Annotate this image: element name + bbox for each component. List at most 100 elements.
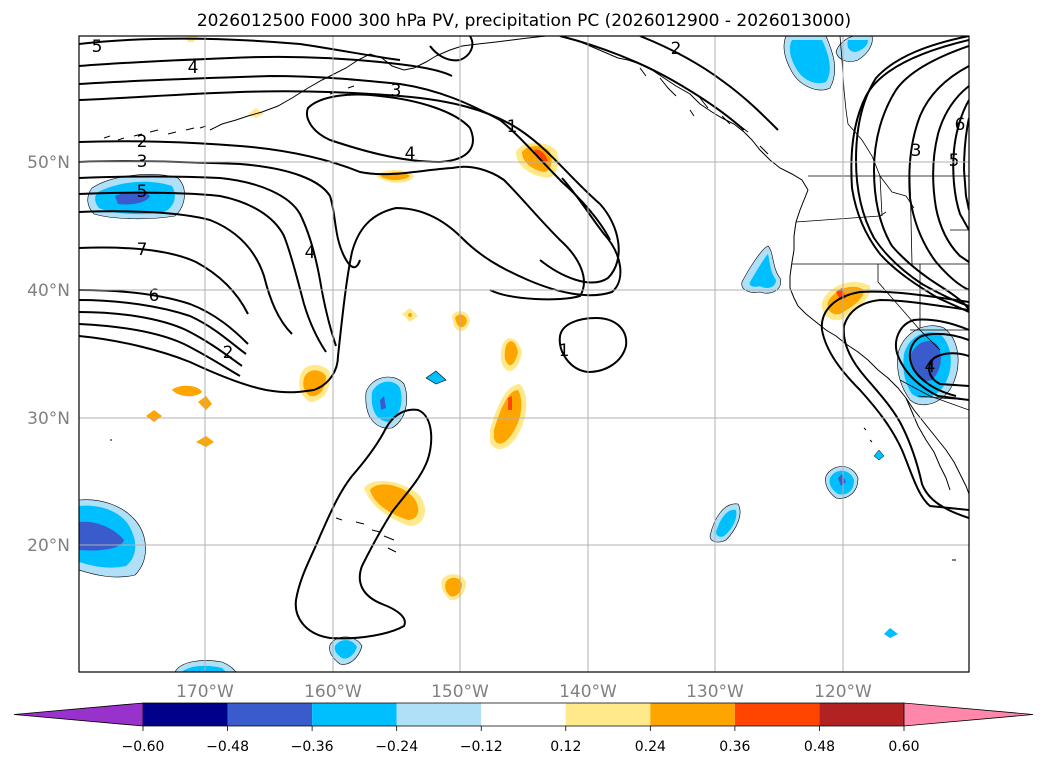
precip-blob-156w-31n-core <box>371 381 402 422</box>
contour-label-1-loop: 1 <box>559 341 570 361</box>
colorbar-tick-label: −0.12 <box>460 739 503 755</box>
precip-dot-152w-38n <box>408 313 412 317</box>
precip-blob-152w-33n <box>425 370 447 385</box>
precip-blob-150w-17n-core <box>445 577 462 597</box>
border-alaska-canada <box>839 36 849 125</box>
contour-label-2-west: 2 <box>137 132 148 152</box>
pv-contour-1-loop <box>558 316 628 374</box>
colorbar-tick-label: 0.60 <box>888 739 919 755</box>
pv-contour-6b <box>79 289 249 345</box>
pv-contours <box>79 36 969 640</box>
precip-blob-114w-34n-center <box>910 341 941 381</box>
pv-contour-2-upper <box>79 90 620 284</box>
pv-contour-top-arc <box>79 37 401 61</box>
precip-streak-146w-30n-core <box>494 390 522 444</box>
contour-label-2-north: 2 <box>671 39 682 59</box>
pv-contour-pacific-nw-1 <box>559 36 745 131</box>
precip-blob-120w-25n-center <box>838 474 846 486</box>
pv-contour-3-upper <box>79 74 611 241</box>
precip-blob-144w-50n-core <box>522 146 552 172</box>
contour-label-5-west: 5 <box>137 182 148 202</box>
longitude-labels: 170°W 160°W 150°W 140°W 130°W 120°W <box>176 682 872 702</box>
map-background <box>79 36 969 672</box>
colorbar-extend-under <box>13 702 144 727</box>
contour-label-3-north: 3 <box>391 81 402 101</box>
pv-contour-4-upper <box>79 55 453 77</box>
pv-contour-southeast-3 <box>928 352 969 387</box>
precip-blob-118w-58n-core <box>847 40 868 52</box>
map-frame <box>78 35 970 673</box>
precip-blob-west-47n-center <box>115 191 150 205</box>
colorbar-bin <box>481 703 566 726</box>
precip-blob-129w-22n-core <box>716 509 737 537</box>
colorbar-bin <box>734 703 820 726</box>
pv-contour-labels: 5 4 3 2 3 4 1 2 5 7 6 4 2 1 3 5 6 4 <box>92 37 966 377</box>
pv-contour-southeast-4 <box>842 298 969 519</box>
pv-contour-2b <box>79 177 622 394</box>
precip-blob-121w-57n-core <box>789 40 830 84</box>
precip-blob-175w-30n <box>146 410 162 422</box>
coast-baja-california <box>905 397 951 491</box>
lat-label-50n: 50°N <box>27 153 70 173</box>
contour-label-4-southeast: 4 <box>925 357 936 377</box>
precip-blob-160w-53n <box>248 108 264 118</box>
pv-contour-southeast-1 <box>895 318 969 401</box>
contour-label-6-east: 6 <box>955 115 966 135</box>
colorbar-tick-label: 0.24 <box>635 739 666 755</box>
border-us-mexico <box>899 379 969 411</box>
lon-label-150w: 150°W <box>431 682 489 702</box>
colorbar-bin <box>819 703 904 726</box>
colorbar-bin <box>396 703 482 726</box>
contour-label-5-east: 5 <box>949 151 960 171</box>
contour-label-3-east: 3 <box>911 141 922 161</box>
colorbar-outline <box>143 702 904 727</box>
contour-label-2-southwest: 2 <box>223 343 234 363</box>
colorbar-tick-label: 0.36 <box>719 739 750 755</box>
lat-label-20n: 20°N <box>27 536 70 556</box>
pv-contour-southeast-5 <box>820 290 969 511</box>
colorbar-bin <box>565 703 651 726</box>
pv-contour-east-2 <box>908 65 969 291</box>
colorbar-tick-label: −0.36 <box>291 739 334 755</box>
coast-alaska-peninsula <box>209 53 437 131</box>
pv-contour-4 <box>306 93 474 164</box>
precip-blob-bottom-170w-core <box>182 665 226 672</box>
pv-contour-east-3 <box>932 85 969 263</box>
lon-label-160w: 160°W <box>304 682 362 702</box>
contour-label-1-north: 1 <box>507 117 518 137</box>
precip-blob-156w-31n-center <box>380 396 386 410</box>
lon-label-120w: 120°W <box>814 682 872 702</box>
pv-contour-6 <box>79 210 293 335</box>
pv-contour-3b <box>79 323 241 377</box>
colorbar-bin <box>227 703 313 726</box>
precip-dot-116w-13n <box>884 628 898 638</box>
coast-gulf-of-alaska <box>435 36 809 191</box>
pv-contour-4b <box>79 311 243 367</box>
precip-blob-172w-32n <box>172 385 202 397</box>
pv-contour-east-1 <box>872 45 969 311</box>
colorbar: −0.60 −0.48 −0.36 −0.24 −0.12 0.12 0.24 0.36 0.4… <box>13 702 1034 755</box>
contour-label-6-west: 6 <box>149 286 160 306</box>
precip-streak-146w-30n-center <box>508 396 512 410</box>
precip-streak-146w-35n-core <box>504 341 518 366</box>
map-panel: 5 4 3 2 3 4 1 2 5 7 6 4 2 1 3 5 6 4 <box>78 35 970 673</box>
map-title: 2026012500 F000 300 hPa PV, precipitatio… <box>197 11 851 31</box>
gridlines <box>79 36 969 672</box>
pv-contour-5c <box>79 299 247 355</box>
pv-contour-east-4 <box>952 99 969 231</box>
latitude-labels: 50°N 40°N 30°N 20°N <box>27 153 70 556</box>
colorbar-bin <box>312 703 397 726</box>
pv-contour-east-5 <box>962 117 969 211</box>
coast-small-islands <box>110 427 956 561</box>
contour-label-4-loop: 4 <box>405 144 416 164</box>
pv-contour-5b <box>79 191 327 353</box>
coast-hawaiian-islands <box>335 517 397 553</box>
colorbar-bin <box>650 703 735 726</box>
pv-contour-east-6 <box>854 36 969 307</box>
precip-blob-150w-38n-core <box>455 314 467 328</box>
colorbar-tick-label: −0.48 <box>206 739 249 755</box>
contour-label-5-top: 5 <box>92 37 103 57</box>
precip-blob-158w-12n-core <box>334 640 357 659</box>
colorbar-tick-label: 0.12 <box>550 739 581 755</box>
